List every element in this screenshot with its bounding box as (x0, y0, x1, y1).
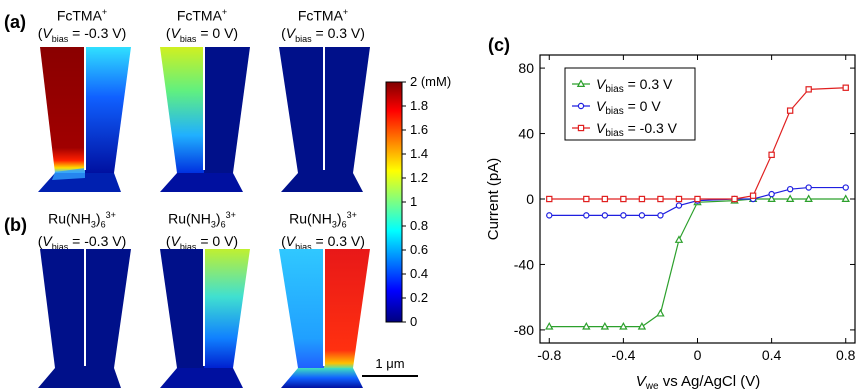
data-point (583, 212, 590, 219)
colorbar-tick-label: 0.4 (410, 266, 428, 281)
map-b-3 (279, 249, 370, 388)
data-point (731, 195, 738, 203)
colorbar-tick-label: 1.2 (410, 170, 428, 185)
data-point (786, 107, 794, 114)
scale-bar-label: 1 μm (375, 356, 404, 371)
panel-label-a: (a) (4, 12, 26, 32)
x-tick-label: -0.4 (611, 347, 635, 363)
data-point (601, 212, 609, 219)
map-b-1 (38, 249, 131, 388)
data-point (786, 185, 794, 193)
data-point (694, 195, 701, 203)
data-point (749, 192, 757, 199)
chart-series (545, 84, 850, 330)
x-tick-label: 0 (694, 347, 702, 363)
data-point (620, 195, 627, 203)
x-axis-label: Vwe vs Ag/AgCl (V) (636, 373, 761, 392)
legend-label: Vbias = 0.3 V (596, 76, 673, 95)
data-point (768, 151, 775, 159)
series-3 (546, 84, 849, 203)
map-a-2 (160, 47, 250, 192)
data-point (546, 195, 553, 203)
x-tick-label: 0.8 (836, 347, 856, 363)
data-point (656, 308, 665, 317)
colorbar-tick-label: 0.8 (410, 218, 428, 233)
colorbar-tick-label: 1 (410, 194, 417, 209)
concentration-maps: 2 (mM) 1.8 1.6 1.4 1.2 1 0.8 0.6 0.4 0.2 0 1 μm (38, 47, 451, 388)
series-line (549, 198, 846, 328)
chart-axes: -0.8 -0.4 0 0.4 0.8 -80 -40 0 40 80 (514, 55, 856, 363)
legend-entry: Vbias = 0.3 V (572, 76, 673, 95)
data-point (768, 190, 775, 198)
data-point (619, 321, 628, 330)
y-tick-label: -80 (514, 322, 534, 338)
data-point (583, 195, 590, 203)
x-tick-label: 0.4 (762, 347, 782, 363)
data-point (637, 321, 647, 330)
map-title-a-3: FcTMA+ (Vbias = 0.3 V) (281, 7, 365, 44)
colorbar-ticks: 2 (mM) 1.8 1.6 1.4 1.2 1 0.8 0.6 0.4 0.2 0 (402, 74, 451, 329)
data-point (657, 195, 664, 203)
colorbar-tick-label: 1.8 (410, 98, 428, 113)
legend-entry: Vbias = 0 V (572, 98, 661, 117)
y-tick-label: -40 (514, 256, 534, 272)
data-point (638, 212, 646, 219)
data-point (545, 321, 554, 330)
data-point (767, 194, 776, 202)
data-point (785, 194, 795, 202)
y-tick-label: 40 (518, 126, 534, 142)
data-point (675, 195, 683, 203)
y-axis-label: Current (pA) (485, 158, 502, 241)
map-a-1 (38, 47, 131, 192)
data-point (805, 184, 812, 191)
y-tick-label: 80 (518, 60, 534, 76)
data-point (576, 79, 586, 88)
data-point (675, 202, 683, 209)
map-title-b-3: Ru(NH3)63+ (Vbias = 0.3 V) (281, 210, 365, 253)
data-point (842, 184, 849, 191)
map-a-3 (279, 47, 370, 192)
legend-entries: Vbias = 0.3 V Vbias = 0 V Vbias = -0.3 V (572, 76, 678, 139)
data-point (620, 212, 627, 219)
legend-label: Vbias = 0 V (596, 98, 661, 117)
data-point (601, 195, 609, 203)
colorbar-tick-label: 0 (410, 314, 417, 329)
data-point (600, 321, 610, 330)
colorbar-tick-label: 0.2 (410, 290, 428, 305)
legend-entry: Vbias = -0.3 V (572, 120, 678, 139)
map-b-2 (160, 249, 250, 388)
map-title-b-2: Ru(NH3)63+ (Vbias = 0 V) (165, 210, 239, 253)
map-title-a-2: FcTMA+ (Vbias = 0 V) (165, 7, 239, 44)
data-point (841, 194, 850, 202)
map-title-a-1: FcTMA+ (Vbias = -0.3 V) (37, 7, 127, 44)
colorbar-tick-label: 1.6 (410, 122, 428, 137)
map-title-b-1: Ru(NH3)63+ (Vbias = -0.3 V) (37, 210, 127, 253)
colorbar (385, 81, 403, 323)
colorbar-tick-label: 1.4 (410, 146, 428, 161)
data-point (577, 124, 585, 132)
panel-label-c: (c) (488, 35, 510, 55)
data-point (805, 86, 812, 93)
colorbar-tick-label: 0.6 (410, 242, 428, 257)
data-point (577, 102, 585, 110)
data-point (546, 212, 553, 219)
y-tick-label: 0 (526, 191, 534, 207)
legend-label: Vbias = -0.3 V (596, 120, 678, 139)
data-point (842, 84, 849, 91)
data-point (674, 235, 684, 243)
legend (564, 67, 696, 141)
panel-label-b: (b) (4, 215, 27, 235)
colorbar-tick-label: 2 (mM) (410, 74, 451, 89)
data-point (638, 195, 646, 203)
data-point (582, 321, 591, 330)
x-tick-label: -0.8 (537, 347, 561, 363)
data-point (804, 194, 813, 202)
series-1 (545, 194, 850, 330)
data-point (657, 212, 664, 219)
